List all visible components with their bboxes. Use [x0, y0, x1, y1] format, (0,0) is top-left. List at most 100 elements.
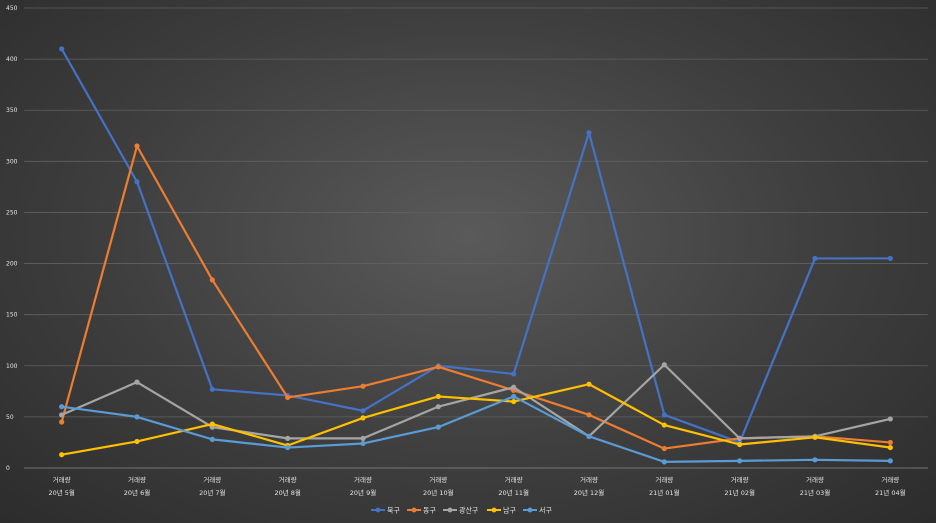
legend: 북구 동구 광산구 남구 서구	[371, 506, 552, 515]
legend-marker	[411, 507, 417, 513]
x-tick-label: 20년 7월	[199, 488, 225, 497]
x-tick-label: 거래량	[203, 475, 221, 484]
legend-item: 서구	[523, 506, 552, 515]
series-line	[61, 363, 891, 440]
legend-label: 동구	[423, 507, 436, 515]
series-lines	[59, 46, 893, 465]
data-point	[285, 394, 291, 401]
x-tick-label: 20년 6월	[124, 488, 150, 497]
series-line	[61, 395, 891, 463]
x-tick-label: 거래량	[580, 475, 598, 484]
series-line	[60, 48, 891, 444]
data-point	[285, 435, 291, 441]
x-tick-label: 20년 12월	[574, 488, 605, 497]
data-point	[887, 416, 893, 422]
data-point	[435, 404, 441, 410]
data-point	[360, 408, 366, 414]
data-point	[209, 436, 215, 442]
data-point	[737, 458, 743, 464]
data-point	[511, 384, 517, 390]
y-tick-label: 350	[6, 107, 18, 114]
legend-label: 광산구	[459, 506, 479, 515]
x-tick-label: 21년 04월	[875, 488, 906, 497]
x-tick-label: 20년 8월	[274, 488, 300, 497]
x-tick-label: 20년 10월	[423, 488, 454, 497]
series-2	[59, 143, 893, 452]
legend-marker	[527, 507, 533, 513]
x-tick-label: 거래량	[655, 475, 673, 484]
data-point	[586, 381, 592, 387]
legend-label: 서구	[539, 506, 552, 515]
data-point	[209, 421, 215, 427]
data-point	[435, 364, 441, 370]
y-tick-label: 450	[6, 5, 18, 12]
y-tick-label: 150	[6, 312, 18, 319]
data-point	[511, 398, 517, 405]
data-point	[360, 383, 366, 389]
data-point	[887, 439, 893, 446]
data-point	[285, 444, 291, 451]
y-tick-label: 200	[6, 261, 18, 268]
data-point	[360, 440, 366, 447]
x-tick-label: 20년 11월	[498, 488, 529, 497]
data-point	[511, 393, 517, 400]
data-point	[661, 412, 667, 418]
legend-marker	[447, 507, 453, 513]
data-point	[887, 458, 893, 464]
legend-item: 동구	[407, 507, 436, 515]
data-point	[360, 415, 366, 421]
legend-marker	[375, 507, 381, 513]
data-point	[134, 414, 140, 420]
y-tick-label: 250	[6, 209, 18, 216]
x-tick-label: 거래량	[505, 475, 523, 484]
series-4	[59, 381, 893, 458]
y-tick-label: 400	[6, 56, 18, 63]
x-tick-label: 21년 02월	[724, 488, 755, 497]
y-tick-label: 100	[6, 363, 18, 370]
data-point	[134, 179, 140, 185]
data-point	[887, 444, 893, 451]
data-point	[59, 419, 65, 425]
x-tick-label: 거래량	[806, 475, 824, 484]
x-tick-label: 거래량	[128, 475, 146, 484]
data-point	[661, 445, 667, 452]
x-tick-label: 거래량	[429, 475, 447, 484]
legend-item: 광산구	[443, 506, 479, 515]
x-tick-label: 거래량	[354, 475, 372, 484]
data-point	[435, 393, 441, 400]
legend-item: 북구	[371, 507, 400, 515]
x-tick-label: 21년 01월	[649, 488, 680, 497]
x-tick-label: 21년 03월	[800, 488, 831, 497]
data-point	[586, 433, 592, 439]
legend-label: 남구	[503, 506, 516, 515]
data-point	[134, 438, 140, 445]
data-point	[887, 255, 893, 262]
series-5	[59, 393, 893, 465]
data-point	[737, 441, 743, 448]
x-tick-label: 거래량	[53, 475, 71, 484]
data-point	[134, 143, 140, 149]
data-point	[435, 424, 441, 430]
legend-label: 북구	[387, 507, 400, 515]
x-tick-label: 20년 5월	[48, 488, 74, 497]
data-point	[59, 452, 65, 458]
x-axis-ticks: 거래량 20년 5월 거래량 20년 6월 거래량 20년 7월 거래량 20년 8월 거래량 2…	[48, 475, 905, 497]
x-tick-label: 거래량	[279, 475, 297, 484]
data-point	[586, 412, 592, 418]
legend-item: 남구	[487, 506, 516, 515]
y-tick-label: 300	[6, 158, 18, 165]
data-point	[812, 457, 818, 463]
data-point	[586, 130, 592, 136]
x-tick-label: 거래량	[881, 475, 899, 484]
data-point	[661, 459, 667, 465]
data-point	[812, 255, 818, 262]
x-tick-label: 20년 9월	[350, 488, 376, 497]
y-tick-label: 50	[6, 414, 14, 421]
data-point	[812, 434, 818, 440]
data-point	[661, 422, 667, 428]
series-1	[59, 46, 893, 446]
data-point	[737, 435, 743, 441]
data-point	[209, 277, 215, 283]
data-point	[134, 379, 140, 385]
